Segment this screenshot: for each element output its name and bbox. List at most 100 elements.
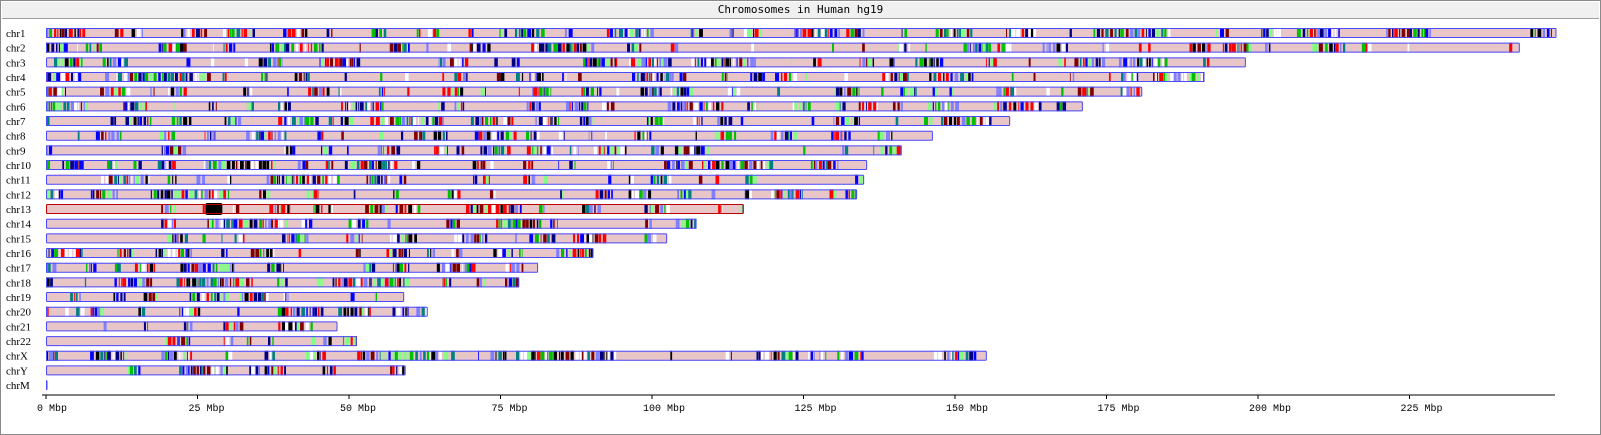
band <box>703 101 705 112</box>
band <box>1241 42 1243 53</box>
band <box>130 116 132 127</box>
band <box>811 116 815 127</box>
band <box>515 72 520 83</box>
band <box>343 277 348 288</box>
band <box>189 306 194 317</box>
band <box>908 42 911 53</box>
band <box>844 86 846 97</box>
band <box>235 160 238 171</box>
band <box>108 174 113 185</box>
band <box>584 248 587 259</box>
band <box>858 116 861 127</box>
band <box>478 130 483 141</box>
band <box>355 233 357 244</box>
band <box>114 174 117 185</box>
band <box>1342 42 1346 53</box>
band <box>479 116 482 127</box>
band <box>487 204 492 215</box>
band <box>610 101 615 112</box>
band <box>189 189 194 200</box>
band <box>498 248 502 259</box>
band <box>648 57 652 68</box>
band <box>740 204 742 215</box>
band <box>350 306 354 317</box>
band <box>272 336 274 347</box>
band <box>518 28 521 38</box>
band <box>352 277 356 288</box>
band <box>220 292 223 303</box>
band <box>120 350 122 361</box>
band <box>1173 72 1177 83</box>
band <box>479 204 484 215</box>
band <box>271 365 274 376</box>
band <box>288 321 293 332</box>
band <box>578 101 581 112</box>
band <box>720 130 725 141</box>
band <box>1011 86 1015 97</box>
band <box>389 233 392 244</box>
band <box>235 321 239 332</box>
band <box>832 42 835 53</box>
band <box>840 350 844 361</box>
band <box>147 116 149 127</box>
band <box>503 116 507 127</box>
band <box>236 28 241 38</box>
band <box>929 116 933 127</box>
band <box>62 160 65 171</box>
band <box>730 350 732 361</box>
band <box>449 57 454 68</box>
band <box>760 160 763 171</box>
chromosome-body <box>46 189 858 200</box>
band <box>120 292 123 303</box>
band <box>1302 28 1306 38</box>
band <box>189 321 193 332</box>
band <box>679 189 680 200</box>
band <box>75 292 78 303</box>
band <box>1130 86 1132 97</box>
band <box>462 57 464 68</box>
band <box>179 365 182 376</box>
band <box>558 130 563 141</box>
band <box>996 86 998 97</box>
band <box>365 306 367 317</box>
band <box>939 28 943 38</box>
band <box>1062 101 1067 112</box>
band <box>526 101 529 112</box>
band <box>100 306 104 317</box>
band <box>181 72 185 83</box>
band <box>889 57 894 68</box>
band <box>94 306 98 317</box>
band <box>317 350 320 361</box>
chromosome-label: chr15 <box>6 233 32 245</box>
band <box>208 189 211 200</box>
band <box>194 72 197 83</box>
band <box>231 218 233 229</box>
band <box>810 160 813 171</box>
band <box>476 233 480 244</box>
band <box>236 204 240 215</box>
band <box>407 306 409 317</box>
band <box>777 350 780 361</box>
band <box>386 248 390 259</box>
band <box>907 72 909 83</box>
band <box>745 189 750 200</box>
band <box>792 350 795 361</box>
band <box>740 116 744 127</box>
band <box>725 130 729 141</box>
band <box>771 189 774 200</box>
band <box>170 72 174 83</box>
band <box>51 248 54 259</box>
band <box>450 262 452 273</box>
band <box>143 116 147 127</box>
band <box>885 145 888 156</box>
band <box>1118 28 1120 38</box>
band <box>118 72 122 83</box>
band <box>1319 28 1324 38</box>
band <box>368 306 370 317</box>
band <box>1077 86 1082 97</box>
band <box>670 350 673 361</box>
band <box>126 86 131 97</box>
band <box>1137 57 1140 68</box>
band <box>101 174 104 185</box>
band <box>433 28 437 38</box>
